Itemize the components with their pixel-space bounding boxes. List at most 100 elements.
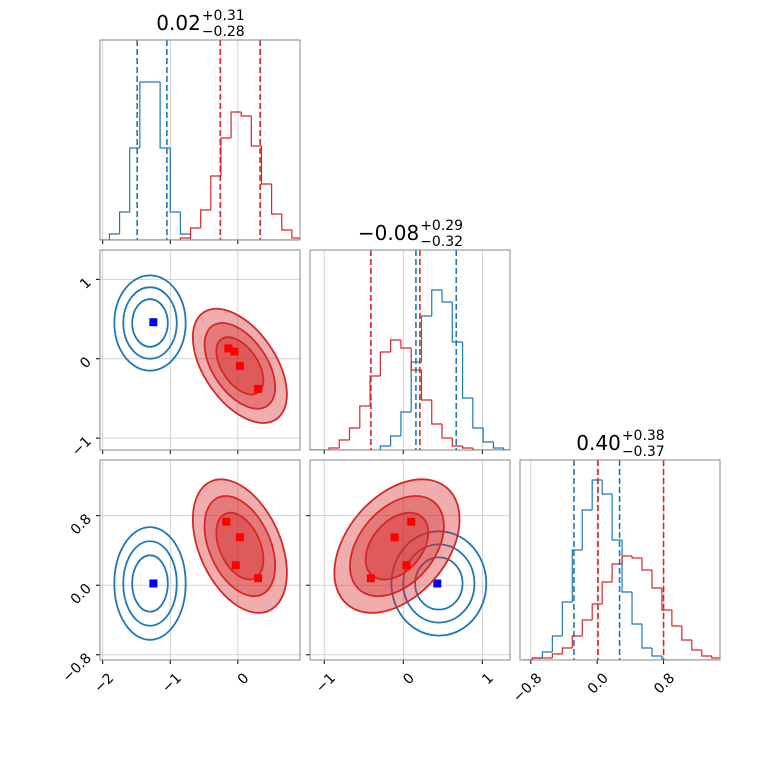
histogram-step [561,601,573,636]
histogram-step [482,428,494,443]
histogram-step [441,290,453,303]
x-tick-label: −1 [313,670,339,696]
histogram-step [711,656,720,659]
panel-frame [99,39,301,241]
histogram-step [503,448,510,450]
histogram-step [551,653,563,658]
title-lower: −0.32 [420,234,463,250]
histogram-step [220,137,232,176]
contour [414,556,464,611]
contour [402,543,476,624]
panel-frame [519,459,721,661]
panel [99,39,301,244]
histogram-step [461,342,473,399]
histogram-step [169,148,181,213]
histogram-step [451,438,463,447]
histogram-step [210,175,221,210]
histogram-step [631,556,642,559]
plot-area [100,460,300,660]
histogram-step [129,147,140,212]
histogram-step [271,184,282,215]
histogram-step [348,427,360,440]
plot-area [310,460,510,660]
histogram-step [431,400,443,425]
plot-area [100,250,300,450]
panel: −0.8 0.0 0.8 [510,459,721,706]
histogram-step [379,445,391,450]
histogram-step [472,398,484,429]
histogram-step [581,509,593,550]
contour [113,274,187,372]
histogram-step [108,233,120,240]
point-marker [254,574,263,583]
point-marker [149,318,158,327]
point-marker [433,579,442,588]
x-tick-label: 1 [479,670,497,688]
point-marker [231,561,240,570]
histogram-step [200,209,211,228]
title-upper: +0.29 [420,218,463,234]
panel-title: −0.08 +0.29−0.32 [358,218,463,250]
histogram-step [601,581,613,604]
panel: −1 0 1 [69,249,301,460]
histogram-step [591,603,603,620]
title-value: −0.08 [358,221,419,245]
x-tick-label: −2 [91,670,117,696]
histogram-step [492,442,504,449]
title-value: 0.02 [156,11,201,35]
histogram-step [601,480,613,495]
histogram-step [531,657,543,660]
histogram-step [661,588,672,611]
histogram-step [691,640,702,651]
histogram-step [139,81,150,148]
x-tick-label: 0 [400,670,418,688]
point-marker [230,347,239,356]
histogram-step [571,549,583,602]
histogram-step [571,635,583,648]
histogram-step [189,227,201,238]
histogram-step [461,446,473,449]
contour [122,540,178,627]
panel [309,249,511,454]
panel-title: 0.02 +0.31−0.28 [156,8,244,40]
histogram-step [591,479,603,510]
y-tick-label: 1 [77,275,95,293]
contour [203,495,277,598]
histogram-step [281,214,292,231]
y-tick-label: 0.0 [68,581,95,608]
histogram-step [621,555,633,564]
point-marker [366,574,375,583]
title-lower: −0.37 [622,444,665,460]
contour [113,526,187,641]
histogram-step [291,230,300,239]
panel-frame [99,459,301,661]
plot-area [100,40,300,240]
contour [191,478,288,614]
x-tick-label: −0.8 [510,670,545,705]
histogram-step [541,651,553,658]
histogram-step [451,302,463,343]
histogram-step [328,447,340,450]
contour [333,478,461,614]
title-upper: +0.31 [202,8,245,24]
histogram-step [420,370,432,401]
panel-frame [99,249,301,451]
histogram-step [621,540,633,593]
histogram-step [681,626,692,641]
histogram-step [230,111,242,138]
histogram-step [611,494,623,541]
point-marker [407,517,416,526]
histogram-step [431,289,443,316]
panel: −1 0 1 [306,459,511,696]
y-tick-label: 0.8 [68,511,95,538]
histogram-step [390,435,401,446]
plot-area [310,250,510,450]
histogram-step [641,624,652,649]
y-tick-label: −1 [69,434,95,460]
histogram-step [651,648,662,657]
histogram-step [400,340,412,349]
histogram-step [260,146,272,185]
point-marker [222,517,231,526]
histogram-step [671,610,682,627]
contour [349,495,445,598]
